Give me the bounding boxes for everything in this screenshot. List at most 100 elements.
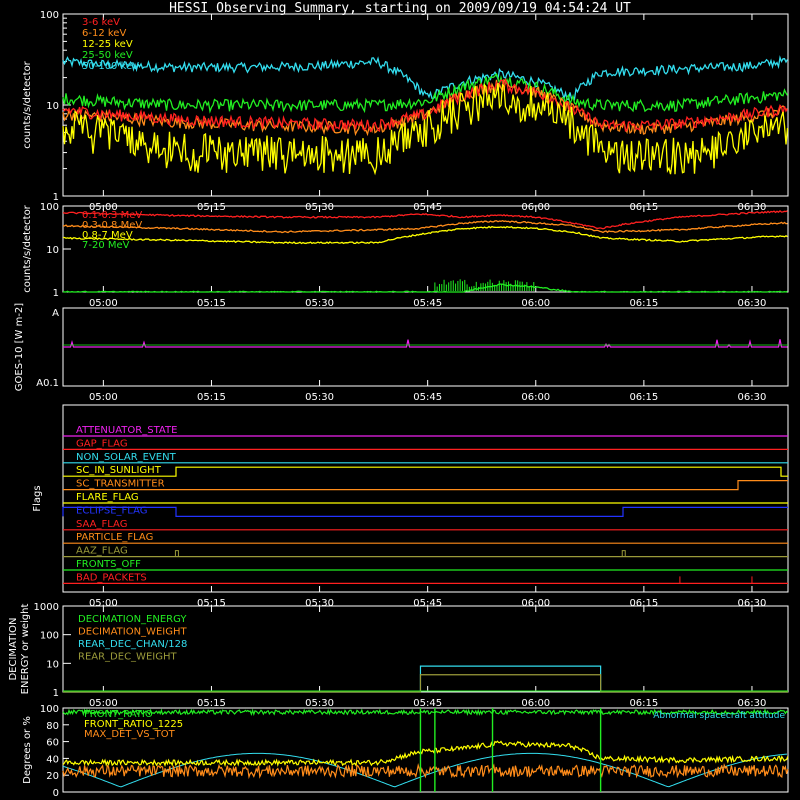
flag-label-sc-in-sunlight: SC_IN_SUNLIGHT: [76, 465, 162, 476]
legend-entry: 25-50 keV: [82, 50, 133, 61]
y-axis-label: counts/s/detector: [22, 60, 33, 148]
y-tick-label: 1: [53, 688, 59, 699]
y-tick-label: 1000: [34, 602, 59, 613]
x-tick-label: 05:45: [413, 598, 442, 609]
legend-entry: DECIMATION_WEIGHT: [78, 627, 187, 638]
aaz-bump: [174, 550, 179, 557]
flag-label-fronts-off: FRONTS_OFF: [76, 559, 141, 570]
x-tick-label: 05:15: [197, 298, 226, 309]
x-tick-label: 06:30: [738, 598, 767, 609]
series-12-25-kev: [62, 83, 789, 176]
series-50-100-kev: [62, 55, 789, 101]
series-front-ratio-1225: [62, 740, 789, 768]
series-front-ratio: [62, 708, 789, 717]
legend-entry: REAR_DEC_WEIGHT: [78, 652, 177, 663]
y-tick-label: 10: [46, 101, 59, 112]
x-tick-label: 05:45: [413, 392, 442, 403]
series-0-1-0-3-mev: [62, 210, 788, 230]
y-axis-label: GOES-10 [W m-2]: [14, 303, 25, 391]
series-3-6-kev: [62, 77, 789, 133]
series-0-3-0-8-mev: [62, 219, 788, 234]
y-tick-label: 100: [40, 704, 59, 715]
flag-line-sc-transmitter: [63, 480, 788, 491]
series-7-20-mev: [62, 283, 788, 293]
flag-label-attenuator-state: ATTENUATOR_STATE: [76, 425, 177, 436]
y-tick-label: 100: [40, 202, 59, 213]
flag-line-eclipse-flag: [62, 506, 788, 517]
attitude-curve: [62, 752, 788, 788]
legend-entry: 0.8-7 MeV: [82, 230, 133, 241]
series-6-12-kev: [62, 78, 788, 137]
series-rear-dec-chan-128: [63, 665, 788, 693]
x-tick-label: 05:00: [89, 698, 118, 709]
flag-label-particle-flag: PARTICLE_FLAG: [76, 532, 153, 543]
y-axis-label: Flags: [32, 485, 43, 511]
x-tick-label: 06:15: [629, 298, 658, 309]
x-tick-label: 05:30: [305, 598, 334, 609]
high-energy-panel-frame: [62, 205, 789, 293]
legend-entry: 0.3-0.8 MeV: [82, 220, 142, 231]
flag-label-saa-flag: SAA_FLAG: [76, 519, 127, 530]
legend-entry: REAR_DEC_CHAN/128: [78, 639, 187, 650]
x-tick-label: 05:30: [305, 392, 334, 403]
x-tick-label: 05:45: [413, 698, 442, 709]
y-tick-label: 100: [40, 10, 59, 21]
y-tick-label: 60: [46, 738, 59, 749]
x-tick-label: 06:15: [629, 698, 658, 709]
y-tick-label: 0: [53, 788, 59, 799]
y-tick-label: 10: [46, 245, 59, 256]
flag-label-non-solar-event: NON_SOLAR_EVENT: [76, 452, 177, 463]
y-axis-label: Degrees or %: [22, 716, 33, 784]
x-tick-label: 06:15: [629, 392, 658, 403]
chart-title: HESSI Observing Summary, starting on 200…: [169, 1, 631, 16]
legend-entry: 50-100 keV: [82, 61, 139, 72]
y-tick-label: 40: [46, 754, 59, 765]
x-tick-label: 05:00: [89, 298, 118, 309]
y-tick-label: A0.1: [36, 378, 59, 389]
y-tick-label: 100: [40, 631, 59, 642]
legend-entry: 3-6 keV: [82, 17, 120, 28]
y-tick-label: 1: [53, 288, 59, 299]
x-tick-label: 06:00: [521, 698, 550, 709]
legend-entry: 7-20 MeV: [82, 240, 130, 251]
legend-entry: 12-25 keV: [82, 39, 133, 50]
x-tick-label: 05:45: [413, 298, 442, 309]
decimation-panel-frame: [62, 605, 789, 693]
x-tick-label: 05:15: [197, 598, 226, 609]
x-tick-label: 05:15: [197, 392, 226, 403]
series-rear-dec-weight: [63, 674, 788, 693]
flag-label-gap-flag: GAP_FLAG: [76, 438, 128, 449]
x-tick-label: 05:00: [89, 392, 118, 403]
legend-entry: DECIMATION_ENERGY: [78, 614, 187, 625]
legend-entry: 0.1-0.3 MeV: [82, 210, 142, 221]
y-tick-label: 20: [46, 771, 59, 782]
flag-label-sc-transmitter: SC_TRANSMITTER: [76, 479, 165, 490]
y-tick-label: 80: [46, 721, 59, 732]
flag-label-bad-packets: BAD_PACKETS: [76, 572, 147, 583]
ratios-panel-frame: [62, 707, 789, 793]
legend-entry: FRONT_RATIO_1225: [84, 719, 183, 730]
flag-line-sc-in-sunlight: [63, 466, 788, 477]
aaz-bump: [621, 550, 626, 557]
x-tick-label: 06:00: [521, 298, 550, 309]
legend-entry: 6-12 keV: [82, 28, 126, 39]
series-0-8-7-mev: [63, 225, 788, 245]
x-tick-label: 06:30: [738, 698, 767, 709]
legend-entry: MAX_DET_VS_TOT: [84, 729, 176, 740]
y-tick-label: 1: [53, 192, 59, 203]
x-tick-label: 06:30: [738, 392, 767, 403]
x-tick-label: 05:30: [305, 698, 334, 709]
x-tick-label: 05:30: [305, 298, 334, 309]
x-tick-label: 06:15: [629, 598, 658, 609]
x-tick-label: 06:00: [521, 598, 550, 609]
x-tick-label: 06:30: [738, 298, 767, 309]
series-25-50-kev: [62, 72, 789, 114]
attitude-annotation: Abnormal spacecraft attitude: [653, 711, 785, 721]
flag-label-aaz-flag: AAZ_FLAG: [76, 546, 128, 557]
flags-panel-frame: [62, 404, 789, 593]
flag-label-eclipse-flag: ECLIPSE_FLAG: [76, 505, 147, 516]
flag-label-flare-flag: FLARE_FLAG: [76, 492, 139, 503]
y-tick-label: 10: [46, 659, 59, 670]
series-max-det-vs-tot: [62, 762, 789, 780]
